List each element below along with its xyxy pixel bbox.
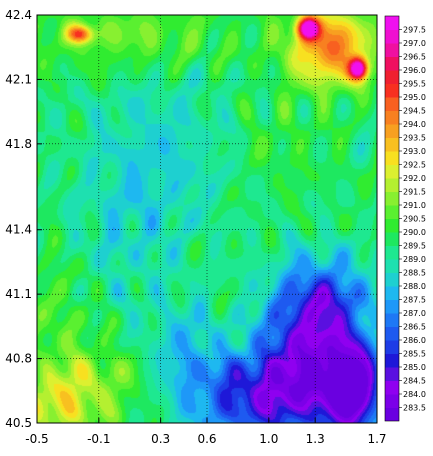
x-tick-label: 1.3	[306, 432, 325, 446]
grid	[37, 15, 377, 423]
y-tick-label: 41.1	[5, 287, 32, 301]
colorbar-swatch	[385, 178, 399, 192]
colorbar-swatch	[385, 340, 399, 354]
colorbar-label: 297.0	[403, 39, 426, 48]
colorbar-label: 296.5	[403, 53, 426, 62]
colorbar: 283.5 284.0 284.5 285.0 285.5 286.0 286.5 287.0…	[384, 15, 426, 422]
x-tick-label: 1.7	[367, 432, 386, 446]
y-tick-label: 42.1	[5, 72, 32, 86]
colorbar-label: 294.0	[403, 120, 426, 129]
colorbar-label: 295.0	[403, 93, 426, 102]
colorbar-swatch	[385, 56, 399, 71]
colorbar-swatch	[385, 272, 399, 287]
colorbar-swatch	[385, 137, 399, 152]
colorbar-swatch	[385, 97, 399, 111]
colorbar-label: 284.0	[403, 390, 426, 399]
colorbar-label: 297.5	[403, 26, 426, 35]
x-tick-label: 0.3	[151, 432, 170, 446]
colorbar-swatch	[385, 286, 399, 300]
colorbar-label: 289.5	[403, 242, 426, 251]
colorbar-label: 286.5	[403, 323, 426, 332]
colorbar-label: 285.5	[403, 350, 426, 359]
colorbar-label: 293.5	[403, 134, 426, 143]
x-tick-label: -0.1	[87, 432, 110, 446]
colorbar-label: 292.5	[403, 161, 426, 170]
colorbar-swatch	[385, 394, 399, 408]
colorbar-label: 288.5	[403, 269, 426, 278]
colorbar-swatch	[385, 245, 399, 260]
colorbar-swatch	[385, 232, 399, 246]
x-axis: -0.5 -0.1 0.3 0.6 1.0 1.3 1.7	[25, 418, 387, 446]
x-tick-label: -0.5	[25, 432, 48, 446]
colorbar-label: 295.5	[403, 80, 426, 89]
colorbar-label: 286.0	[403, 336, 426, 345]
y-tick-label: 40.8	[5, 352, 32, 366]
colorbar-label: 296.0	[403, 66, 426, 75]
colorbar-label: 289.0	[403, 255, 426, 264]
colorbar-label: 288.0	[403, 282, 426, 291]
colorbar-label: 293.0	[403, 147, 426, 156]
colorbar-swatch	[385, 124, 399, 138]
colorbar-label: 292.0	[403, 174, 426, 183]
colorbar-swatch	[385, 205, 399, 219]
colorbar-label: 291.5	[403, 188, 426, 197]
colorbar-label: 285.0	[403, 363, 426, 372]
colorbar-swatch	[385, 353, 399, 368]
colorbar-swatch	[385, 299, 399, 314]
colorbar-swatch	[385, 407, 399, 421]
colorbar-label: 290.5	[403, 215, 426, 224]
colorbar-swatch	[385, 151, 399, 165]
y-tick-label: 41.4	[5, 223, 32, 237]
colorbar-swatch	[385, 313, 399, 327]
colorbar-label: 283.5	[403, 404, 426, 413]
x-tick-label: 0.6	[197, 432, 216, 446]
colorbar-label: 290.0	[403, 228, 426, 237]
colorbar-swatch	[385, 110, 399, 125]
colorbar-swatch	[385, 164, 399, 179]
y-axis: 40.5 40.8 41.1 41.4 41.8 42.1 42.4	[5, 8, 42, 430]
y-tick-label: 40.5	[5, 416, 32, 430]
colorbar-label: 284.5	[403, 377, 426, 386]
colorbar-swatch	[385, 70, 399, 84]
colorbar-swatch	[385, 43, 399, 57]
colorbar-label: 287.0	[403, 309, 426, 318]
colorbar-swatch	[385, 29, 399, 44]
colorbar-label: 291.0	[403, 201, 426, 210]
colorbar-swatch	[385, 380, 399, 395]
colorbar-swatch	[385, 83, 399, 98]
colorbar-swatch	[385, 16, 399, 30]
colorbar-swatch	[385, 191, 399, 206]
y-tick-label: 42.4	[5, 8, 32, 22]
colorbar-swatch	[385, 367, 399, 381]
colorbar-label: 294.5	[403, 107, 426, 116]
colorbar-swatch	[385, 218, 399, 233]
x-tick-label: 1.0	[259, 432, 278, 446]
plot-area: -0.5 -0.1 0.3 0.6 1.0 1.3 1.7 40.5 40.8 41.1 41.4…	[5, 8, 386, 446]
colorbar-swatch	[385, 326, 399, 341]
y-tick-label: 41.8	[5, 137, 32, 151]
colorbar-label: 287.5	[403, 296, 426, 305]
colorbar-swatch	[385, 259, 399, 273]
